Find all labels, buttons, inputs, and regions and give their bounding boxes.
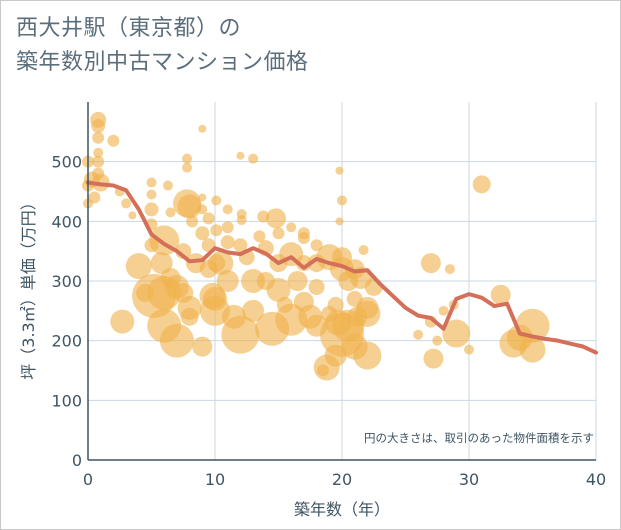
data-bubble (275, 303, 308, 336)
x-tick-label: 10 (205, 470, 225, 489)
data-bubble (354, 300, 381, 327)
y-tick-label: 400 (51, 212, 82, 231)
data-bubble (198, 193, 207, 202)
y-tick-label: 0 (72, 451, 82, 470)
data-bubble (248, 153, 259, 164)
title-line-2: 築年数別中古マンション価格 (16, 50, 309, 75)
data-bubble (464, 344, 474, 355)
data-bubble (180, 307, 199, 326)
data-bubble (265, 208, 286, 229)
data-bubble (210, 224, 223, 237)
data-bubble (146, 189, 157, 200)
data-bubble (144, 202, 159, 217)
y-tick-label: 300 (51, 272, 82, 291)
data-bubble (92, 155, 105, 168)
data-bubble (107, 134, 120, 147)
data-bubble (197, 204, 208, 215)
data-bubble (335, 217, 344, 226)
data-bubble (92, 131, 105, 144)
data-bubble (182, 153, 193, 164)
data-bubble (146, 177, 157, 188)
data-bubble (221, 221, 234, 234)
data-bubble (242, 299, 265, 322)
data-bubble (202, 212, 215, 225)
x-tick-label: 20 (332, 470, 352, 489)
data-bubble (297, 232, 310, 245)
x-tick-label: 40 (586, 470, 606, 489)
data-bubble (358, 244, 369, 255)
y-axis-title: 坪（3.3㎡）単価（万円） (19, 194, 38, 379)
data-bubble (308, 278, 325, 295)
data-bubble (519, 336, 546, 363)
data-bubble (236, 151, 245, 160)
y-tick-label: 500 (51, 153, 82, 172)
data-bubble (432, 335, 443, 346)
data-bubble (182, 162, 193, 173)
data-bubble (233, 238, 248, 253)
data-bubble (216, 270, 239, 292)
data-bubble (159, 323, 194, 358)
y-tick-label: 100 (51, 391, 82, 410)
data-bubble (125, 253, 152, 280)
data-bubble (186, 215, 199, 228)
data-bubble (444, 264, 455, 275)
average-price-line (86, 180, 598, 355)
trend-line (86, 180, 598, 355)
data-bubble (110, 309, 135, 334)
data-bubble (220, 235, 235, 250)
data-bubble (192, 336, 213, 357)
data-bubble (337, 195, 347, 206)
data-bubble (423, 348, 444, 369)
data-bubble (93, 147, 104, 158)
data-bubble (327, 296, 344, 313)
y-tick-label: 200 (51, 332, 82, 351)
data-bubble (121, 198, 132, 209)
data-bubble (236, 215, 247, 226)
data-bubble (272, 227, 285, 240)
x-tick-label: 30 (459, 470, 479, 489)
data-bubble (88, 191, 101, 204)
data-bubble (286, 222, 297, 233)
data-bubble (442, 319, 471, 348)
data-bubble (198, 124, 207, 133)
data-bubble (335, 166, 344, 175)
data-bubble (438, 305, 449, 316)
data-bubble (420, 253, 441, 274)
bubble-size-note: 円の大きさは、取引のあった物件面積を示す (364, 431, 594, 445)
data-bubble (195, 226, 210, 241)
title-line-1: 西大井駅（東京都）の (16, 16, 242, 41)
data-bubble (165, 207, 176, 218)
data-bubble (91, 118, 106, 133)
data-bubble (266, 277, 291, 302)
data-bubble (203, 286, 227, 311)
data-bubble (364, 277, 383, 296)
data-bubble (221, 315, 260, 354)
data-bubble (413, 329, 424, 340)
data-bubble (150, 252, 173, 275)
data-bubble (490, 284, 511, 305)
tick-labels: 0 100 200 300 400 500 0 10 20 30 40 (51, 153, 606, 489)
axes (87, 102, 596, 461)
data-bubble (163, 180, 174, 191)
x-axis-title: 築年数（年） (294, 500, 390, 519)
data-bubble (253, 230, 266, 243)
data-bubble (287, 271, 308, 291)
data-bubble (209, 251, 234, 276)
data-bubble (211, 195, 222, 206)
data-bubble (222, 204, 233, 215)
data-bubble (128, 211, 137, 220)
data-bubble (353, 341, 382, 370)
page-title: 西大井駅（東京都）の 築年数別中古マンション価格 (16, 12, 309, 80)
data-bubble (472, 175, 491, 194)
x-tick-label: 0 (83, 470, 93, 489)
data-bubble (310, 239, 323, 252)
data-bubble (177, 194, 202, 219)
